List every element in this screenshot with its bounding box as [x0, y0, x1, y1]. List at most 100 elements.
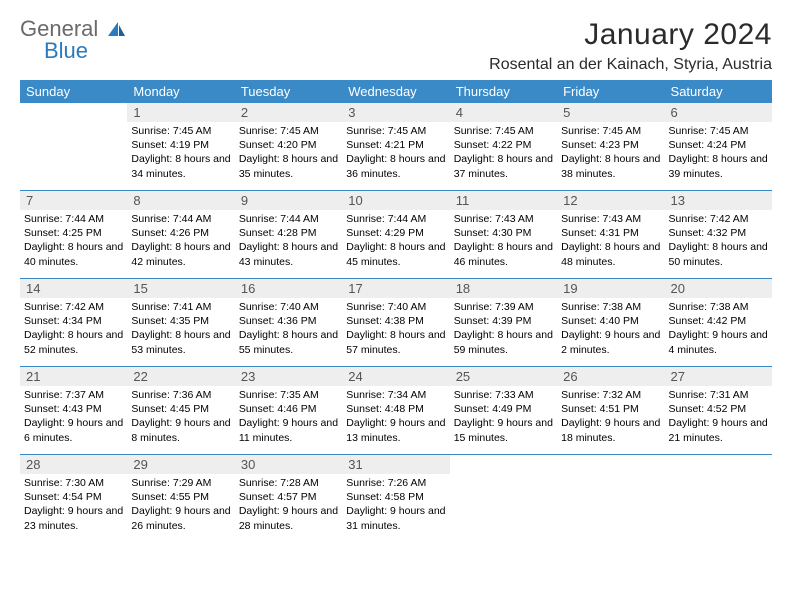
day-body: Sunrise: 7:44 AMSunset: 4:25 PMDaylight:… — [20, 210, 127, 273]
day-body: Sunrise: 7:32 AMSunset: 4:51 PMDaylight:… — [557, 386, 664, 449]
sunset-text: Sunset: 4:35 PM — [131, 314, 230, 328]
daylight-text: Daylight: 8 hours and 42 minutes. — [131, 240, 230, 268]
sunset-text: Sunset: 4:52 PM — [669, 402, 768, 416]
sunset-text: Sunset: 4:30 PM — [454, 226, 553, 240]
day-number: 4 — [450, 103, 557, 122]
weeks-container: 1Sunrise: 7:45 AMSunset: 4:19 PMDaylight… — [20, 103, 772, 543]
day-number — [450, 455, 557, 459]
day-cell: 12Sunrise: 7:43 AMSunset: 4:31 PMDayligh… — [557, 191, 664, 278]
day-body: Sunrise: 7:44 AMSunset: 4:28 PMDaylight:… — [235, 210, 342, 273]
sunrise-text: Sunrise: 7:45 AM — [561, 124, 660, 138]
sunset-text: Sunset: 4:42 PM — [669, 314, 768, 328]
sunset-text: Sunset: 4:29 PM — [346, 226, 445, 240]
day-cell: 30Sunrise: 7:28 AMSunset: 4:57 PMDayligh… — [235, 455, 342, 543]
day-number: 7 — [20, 191, 127, 210]
sunrise-text: Sunrise: 7:34 AM — [346, 388, 445, 402]
day-cell: 3Sunrise: 7:45 AMSunset: 4:21 PMDaylight… — [342, 103, 449, 190]
sunset-text: Sunset: 4:19 PM — [131, 138, 230, 152]
daylight-text: Daylight: 8 hours and 40 minutes. — [24, 240, 123, 268]
daylight-text: Daylight: 9 hours and 2 minutes. — [561, 328, 660, 356]
day-cell — [557, 455, 664, 543]
daylight-text: Daylight: 8 hours and 48 minutes. — [561, 240, 660, 268]
day-number: 22 — [127, 367, 234, 386]
sunrise-text: Sunrise: 7:44 AM — [239, 212, 338, 226]
day-number: 25 — [450, 367, 557, 386]
sunrise-text: Sunrise: 7:32 AM — [561, 388, 660, 402]
daylight-text: Daylight: 8 hours and 34 minutes. — [131, 152, 230, 180]
daylight-text: Daylight: 9 hours and 15 minutes. — [454, 416, 553, 444]
day-number — [20, 103, 127, 107]
logo: General Blue — [20, 18, 126, 62]
daylight-text: Daylight: 8 hours and 38 minutes. — [561, 152, 660, 180]
daylight-text: Daylight: 9 hours and 6 minutes. — [24, 416, 123, 444]
day-number: 12 — [557, 191, 664, 210]
day-number: 28 — [20, 455, 127, 474]
sunrise-text: Sunrise: 7:40 AM — [239, 300, 338, 314]
sunrise-text: Sunrise: 7:45 AM — [239, 124, 338, 138]
day-number: 29 — [127, 455, 234, 474]
sunset-text: Sunset: 4:49 PM — [454, 402, 553, 416]
day-cell: 31Sunrise: 7:26 AMSunset: 4:58 PMDayligh… — [342, 455, 449, 543]
sunrise-text: Sunrise: 7:36 AM — [131, 388, 230, 402]
day-body: Sunrise: 7:34 AMSunset: 4:48 PMDaylight:… — [342, 386, 449, 449]
daylight-text: Daylight: 9 hours and 26 minutes. — [131, 504, 230, 532]
daylight-text: Daylight: 8 hours and 45 minutes. — [346, 240, 445, 268]
sunrise-text: Sunrise: 7:37 AM — [24, 388, 123, 402]
weekday-header: Friday — [557, 80, 664, 103]
sunrise-text: Sunrise: 7:44 AM — [24, 212, 123, 226]
sunrise-text: Sunrise: 7:38 AM — [669, 300, 768, 314]
day-body: Sunrise: 7:26 AMSunset: 4:58 PMDaylight:… — [342, 474, 449, 537]
day-number: 3 — [342, 103, 449, 122]
day-body: Sunrise: 7:28 AMSunset: 4:57 PMDaylight:… — [235, 474, 342, 537]
day-number: 10 — [342, 191, 449, 210]
day-body: Sunrise: 7:41 AMSunset: 4:35 PMDaylight:… — [127, 298, 234, 361]
day-number: 30 — [235, 455, 342, 474]
daylight-text: Daylight: 8 hours and 53 minutes. — [131, 328, 230, 356]
sunrise-text: Sunrise: 7:33 AM — [454, 388, 553, 402]
day-number: 19 — [557, 279, 664, 298]
day-number: 26 — [557, 367, 664, 386]
day-number: 6 — [665, 103, 772, 122]
day-cell: 10Sunrise: 7:44 AMSunset: 4:29 PMDayligh… — [342, 191, 449, 278]
daylight-text: Daylight: 8 hours and 59 minutes. — [454, 328, 553, 356]
day-cell: 14Sunrise: 7:42 AMSunset: 4:34 PMDayligh… — [20, 279, 127, 366]
sunrise-text: Sunrise: 7:45 AM — [669, 124, 768, 138]
sunrise-text: Sunrise: 7:40 AM — [346, 300, 445, 314]
sunrise-text: Sunrise: 7:45 AM — [346, 124, 445, 138]
day-number: 27 — [665, 367, 772, 386]
day-cell: 23Sunrise: 7:35 AMSunset: 4:46 PMDayligh… — [235, 367, 342, 454]
sunset-text: Sunset: 4:36 PM — [239, 314, 338, 328]
sunrise-text: Sunrise: 7:39 AM — [454, 300, 553, 314]
sunrise-text: Sunrise: 7:38 AM — [561, 300, 660, 314]
sunrise-text: Sunrise: 7:42 AM — [24, 300, 123, 314]
day-body: Sunrise: 7:35 AMSunset: 4:46 PMDaylight:… — [235, 386, 342, 449]
daylight-text: Daylight: 8 hours and 55 minutes. — [239, 328, 338, 356]
day-number: 13 — [665, 191, 772, 210]
day-cell: 9Sunrise: 7:44 AMSunset: 4:28 PMDaylight… — [235, 191, 342, 278]
day-number: 8 — [127, 191, 234, 210]
day-cell: 11Sunrise: 7:43 AMSunset: 4:30 PMDayligh… — [450, 191, 557, 278]
day-cell: 22Sunrise: 7:36 AMSunset: 4:45 PMDayligh… — [127, 367, 234, 454]
day-number: 5 — [557, 103, 664, 122]
day-cell — [20, 103, 127, 190]
day-cell — [665, 455, 772, 543]
sunset-text: Sunset: 4:45 PM — [131, 402, 230, 416]
weekday-header: Sunday — [20, 80, 127, 103]
sunset-text: Sunset: 4:25 PM — [24, 226, 123, 240]
sunrise-text: Sunrise: 7:35 AM — [239, 388, 338, 402]
day-number — [557, 455, 664, 459]
day-number: 16 — [235, 279, 342, 298]
sunset-text: Sunset: 4:43 PM — [24, 402, 123, 416]
logo-text-blue: Blue — [44, 38, 88, 63]
day-number — [665, 455, 772, 459]
sunset-text: Sunset: 4:34 PM — [24, 314, 123, 328]
sunset-text: Sunset: 4:58 PM — [346, 490, 445, 504]
week-row: 14Sunrise: 7:42 AMSunset: 4:34 PMDayligh… — [20, 279, 772, 367]
day-body: Sunrise: 7:38 AMSunset: 4:42 PMDaylight:… — [665, 298, 772, 361]
sunrise-text: Sunrise: 7:29 AM — [131, 476, 230, 490]
sunset-text: Sunset: 4:40 PM — [561, 314, 660, 328]
day-cell: 24Sunrise: 7:34 AMSunset: 4:48 PMDayligh… — [342, 367, 449, 454]
day-body: Sunrise: 7:45 AMSunset: 4:23 PMDaylight:… — [557, 122, 664, 185]
sunrise-text: Sunrise: 7:26 AM — [346, 476, 445, 490]
weekday-header-row: SundayMondayTuesdayWednesdayThursdayFrid… — [20, 80, 772, 103]
